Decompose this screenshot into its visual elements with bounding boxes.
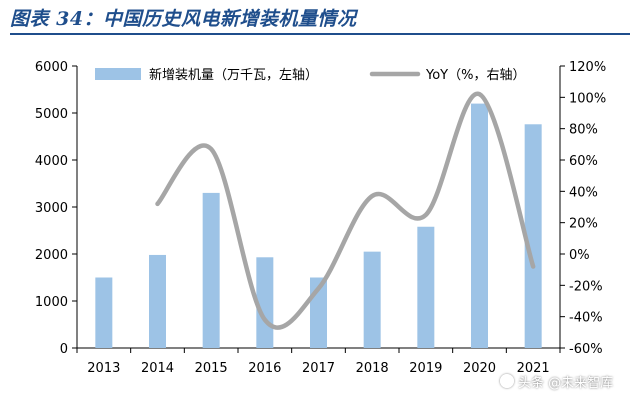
y-left-tick-label: 0 <box>60 342 68 357</box>
y-left-tick-label: 5000 <box>35 107 68 122</box>
y-right-tick-label: -60% <box>569 342 603 357</box>
line-series <box>155 91 536 330</box>
y-right-tick-label: 0% <box>569 248 590 263</box>
y-left-tick-label: 6000 <box>35 60 68 75</box>
x-tick-label: 2014 <box>141 361 174 376</box>
chart-title: 图表 34：中国历史风电新增装机量情况 <box>10 8 357 30</box>
y-right-tick-label: -20% <box>569 279 603 294</box>
y-right-tick-label: 120% <box>569 60 606 75</box>
x-tick-label: 2017 <box>302 361 335 376</box>
x-tick-label: 2016 <box>248 361 281 376</box>
y-right-tick-label: 80% <box>569 123 598 138</box>
x-tick-label: 2015 <box>195 361 228 376</box>
y-left-tick-label: 2000 <box>35 248 68 263</box>
bar <box>363 251 381 348</box>
bar <box>524 124 542 348</box>
y-left-tick-label: 3000 <box>35 201 68 216</box>
watermark: 头条 @未来智库 <box>500 370 636 392</box>
x-tick-label: 2020 <box>463 361 496 376</box>
watermark-text: 头条 @未来智库 <box>518 375 614 391</box>
axes: 0 1000 2000 3000 4000 5000 6000 -60% -40% -20% 0% 2… <box>35 60 606 376</box>
y-right-tick-label: -40% <box>569 311 603 326</box>
y-right-tick-label: 40% <box>569 185 598 200</box>
legend-line-label: YoY（%，右轴） <box>425 68 525 83</box>
y-left-tick-label: 4000 <box>35 154 68 169</box>
bar <box>471 103 488 348</box>
bar <box>417 226 435 348</box>
x-tick-label: 2013 <box>87 361 120 376</box>
watermark-icon <box>500 374 514 388</box>
y-right-tick-label: 60% <box>569 154 598 169</box>
title-bar: 图表 34：中国历史风电新增装机量情况 <box>0 0 640 35</box>
x-tick-label: 2021 <box>517 361 550 376</box>
bar <box>149 254 166 348</box>
bar-series <box>95 103 542 348</box>
y-right-tick-label: 100% <box>569 91 606 106</box>
title-rule <box>10 33 630 35</box>
x-tick-label: 2019 <box>409 361 442 376</box>
legend-bar-label: 新增装机量（万千瓦，左轴） <box>149 67 318 83</box>
legend-bar-swatch <box>95 68 141 80</box>
x-tick-label: 2018 <box>356 361 389 376</box>
legend: 新增装机量（万千瓦，左轴） YoY（%，右轴） <box>95 67 525 83</box>
bar <box>202 192 220 348</box>
y-left-tick-label: 1000 <box>35 295 68 310</box>
bar <box>95 277 113 348</box>
y-right-tick-label: 20% <box>569 217 598 232</box>
